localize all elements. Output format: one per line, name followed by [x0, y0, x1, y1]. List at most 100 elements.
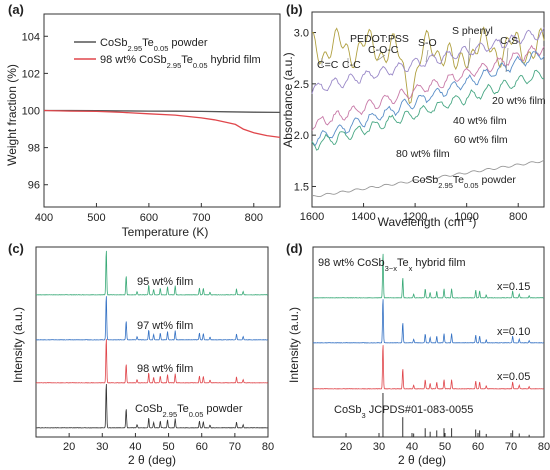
panel-a-series-1 [43, 109, 281, 139]
panel-c-series-0 [36, 250, 269, 296]
panel-b-annot-2: C-C [342, 59, 361, 71]
panel-c: (c) 20 30 40 50 60 70 80 95 wt% film 97 wt% film… [8, 241, 274, 467]
panel-d-series-label-1: x=0.10 [497, 326, 530, 338]
panel-b-powder-label: CoSb2.95Te0.05 powder [412, 174, 516, 190]
panel-d-series-label-2: x=0.05 [497, 371, 530, 383]
panel-b-xtick-label-0: 1600 [300, 211, 324, 223]
panel-b-series-0 [311, 26, 545, 105]
panel-a-legend-label-0-part-4: powder [168, 37, 207, 49]
panel-a-ylabel: Weight fraction (%) [5, 64, 19, 166]
panel-b-annot-3: C-O-C [368, 44, 399, 56]
panel-c-powder-label: CoSb2.95Te0.05 powder [135, 403, 243, 419]
panel-d-xtick-label-0: 20 [340, 441, 352, 453]
panel-a-ytick-label-4: 104 [22, 31, 40, 43]
panel-c-series-3 [35, 383, 268, 429]
panel-b-frame [311, 11, 545, 208]
panel-b-xtick-label-1: 1400 [351, 211, 375, 223]
panel-a-legend-label-0-part-1: 2.95 [128, 44, 143, 53]
panel-b-ytick-label-2: 2.5 [294, 79, 309, 91]
panel-d-xtick-label-4: 60 [472, 441, 484, 453]
panel-b-ytick-label-0: 1.5 [294, 181, 309, 193]
panel-a-legend-label-1-part-2: Te [181, 54, 193, 66]
panel-b-annot-1: C=C [317, 59, 339, 71]
panel-b-annot-5: S phenyl [452, 25, 493, 37]
panel-d-series-2 [312, 345, 545, 390]
panel-c-xtick-label-5: 70 [229, 441, 241, 453]
panel-a-xlabel: Temperature (K) [122, 225, 209, 239]
panel-c-series-2 [35, 339, 269, 384]
panel-c-ylabel: Intensity (a.u.) [11, 307, 25, 383]
panel-d-title-label-part-2: Te [397, 257, 409, 269]
panel-c-xtick-label-1: 30 [96, 441, 108, 453]
panel-b-series-4 [311, 69, 545, 151]
panel-d-series-0 [313, 253, 545, 299]
panel-c-powder-label-part-4: powder [203, 403, 242, 415]
panel-c-powder-label-part-1: 2.95 [163, 410, 178, 419]
panel-c-xlabel: 2 θ (deg) [128, 453, 176, 467]
panel-b-series-1 [311, 27, 545, 94]
panel-d-xtick-label-5: 70 [505, 441, 517, 453]
panel-b-xlabel: Wavelength (cm−1) [378, 215, 477, 230]
panel-d-title-label-part-4: hybrid film [412, 257, 465, 269]
panel-b-powder-label-part-2: Te [453, 174, 464, 186]
panel-a-xtick-label-3: 700 [192, 212, 210, 224]
panel-b-ylabel: Absorbance (a.u.) [281, 52, 295, 147]
panel-b-powder-label-part-3: 0.05 [464, 181, 479, 190]
panel-d-series-1 [312, 299, 544, 344]
panel-b-xtick-label-3: 1000 [454, 211, 478, 223]
panel-d-reference-label: CoSb3 JCPDS#01-083-0055 [334, 404, 473, 420]
panel-c-series-label-2: 98 wt% film [137, 363, 193, 375]
panel-b-series-label-3: 80 wt% film [396, 148, 450, 160]
panel-a-xtick-label-1: 500 [87, 212, 105, 224]
panel-c-series-1 [35, 296, 268, 341]
panel-b-ytick-label-3: 3.0 [294, 28, 309, 40]
panel-c-series-label-0: 95 wt% film [137, 276, 193, 288]
panel-b-annot-line-4 [467, 37, 471, 69]
panel-a-legend-label-0-part-0: CoSb [100, 37, 128, 49]
panel-d-frame [312, 246, 545, 438]
panel-c-powder-label-part-3: 0.05 [189, 410, 204, 419]
panel-d-xtick-label-6: 80 [538, 441, 550, 453]
panel-a-ytick-label-2: 100 [22, 106, 40, 118]
panel-b-annot-line-2 [377, 54, 386, 61]
panel-a-legend-label-1-part-0: 98 wt% CoSb [100, 54, 167, 66]
panel-b-xlabel-end: ) [472, 215, 476, 229]
panel-a-legend-label-0: CoSb2.95Te0.05 powder [100, 37, 208, 53]
panel-a-legend-label-1-part-1: 2.95 [167, 61, 182, 70]
panel-d-series-label-0: x=0.15 [497, 281, 530, 293]
panel-d-xtick-label-3: 50 [439, 441, 451, 453]
panel-b-powder-label-part-0: CoSb [412, 174, 438, 186]
panel-b-annot-0: PEDOT:PSS [350, 33, 409, 45]
panel-d-xlabel: 2 θ (deg) [398, 453, 446, 467]
panel-d: (d) 20 30 40 50 60 70 80 98 wt% CoSb3−xTex hybr… [286, 241, 550, 467]
panel-b-annot-6: C-S [500, 35, 518, 47]
panel-b-annot-line-5 [505, 47, 509, 73]
panel-d-xtick-label-1: 30 [373, 441, 385, 453]
panel-c-xtick-label-6: 80 [262, 441, 274, 453]
panel-b-series-5 [311, 159, 545, 198]
panel-b-powder-label-part-1: 2.95 [438, 181, 453, 190]
panel-b: (b) 1600 1400 1200 1000 800 1.5 2.0 2.5 3.0 PEDOT… [281, 2, 546, 229]
panel-d-reference-label-part-2: JCPDS#01-083-0055 [366, 404, 474, 416]
panel-a-legend-label-0-part-2: Te [142, 37, 154, 49]
panel-c-xtick-label-0: 20 [63, 441, 75, 453]
panel-d-ylabel: Intensity (a.u.) [287, 307, 301, 383]
panel-c-xtick-label-4: 60 [196, 441, 208, 453]
panel-a-legend-label-1-part-4: hybrid film [208, 54, 261, 66]
panel-b-xlabel-main: Wavelength (cm [378, 215, 464, 229]
panel-b-series-3 [311, 51, 545, 147]
panel-a-ytick-label-0: 96 [28, 180, 40, 192]
panel-a-ytick-label-3: 102 [22, 68, 40, 80]
panel-b-xtick-label-2: 1200 [403, 211, 427, 223]
panel-b-ytick-label-1: 2.0 [294, 130, 309, 142]
panel-b-xlabel-sup: −1 [464, 215, 473, 224]
panel-a-label: (a) [8, 2, 24, 17]
panel-a-legend-label-1-part-3: 0.05 [193, 61, 208, 70]
panel-d-xtick-label-2: 40 [406, 441, 418, 453]
panel-d-title-label: 98 wt% CoSb3−xTex hybrid film [318, 257, 466, 273]
panel-d-reference-label-part-1: 3 [362, 411, 366, 420]
panel-a-xtick-label-0: 400 [35, 212, 53, 224]
panel-b-xtick-label-4: 800 [509, 211, 527, 223]
panel-c-powder-label-part-0: CoSb [135, 403, 163, 415]
